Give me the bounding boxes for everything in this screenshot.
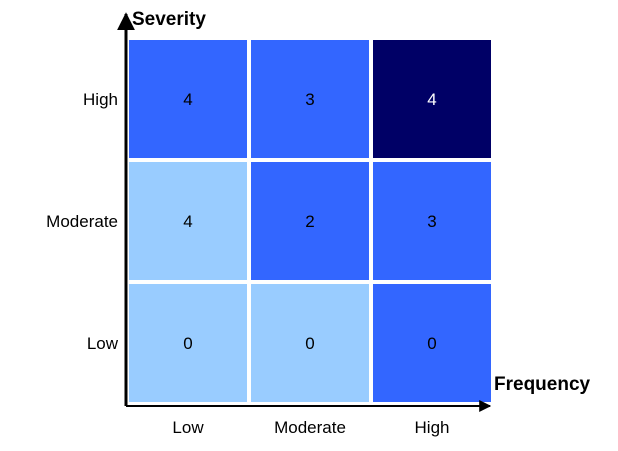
y-tick-label: Low [87, 334, 119, 353]
cell-value-label: 0 [183, 334, 192, 353]
heatmap-cells: 4 3 4 4 2 3 0 0 0 [129, 40, 491, 402]
cell-value-label: 4 [183, 212, 192, 231]
cell-value-label: 3 [427, 212, 436, 231]
cell-value-label: 2 [305, 212, 314, 231]
cell-value-label: 4 [427, 90, 436, 109]
heatmap-cell-high-low [129, 40, 247, 158]
y-tick-label: Moderate [46, 212, 118, 231]
y-tick-labels: High Moderate Low [46, 90, 119, 353]
heatmap-cell-moderate-moderate [251, 162, 369, 280]
x-axis-title: Frequency [494, 374, 591, 395]
x-tick-labels: Low Moderate High [172, 418, 449, 437]
heatmap-cell-moderate-high [373, 162, 491, 280]
heatmap-cell-low-low [129, 284, 247, 402]
cell-value-label: 3 [305, 90, 314, 109]
heatmap-cell-high-moderate [251, 40, 369, 158]
y-axis-title: Severity [132, 9, 206, 30]
heatmap-cell-moderate-low [129, 162, 247, 280]
x-tick-label: High [415, 418, 450, 437]
cell-value-label: 0 [305, 334, 314, 353]
heatmap-cell-low-high [373, 284, 491, 402]
cell-value-label: 0 [427, 334, 436, 353]
heatmap-cell-high-high [373, 40, 491, 158]
heatmap-cell-low-moderate [251, 284, 369, 402]
cell-value-label: 4 [183, 90, 192, 109]
y-tick-label: High [83, 90, 118, 109]
x-tick-label: Moderate [274, 418, 346, 437]
x-tick-label: Low [172, 418, 204, 437]
